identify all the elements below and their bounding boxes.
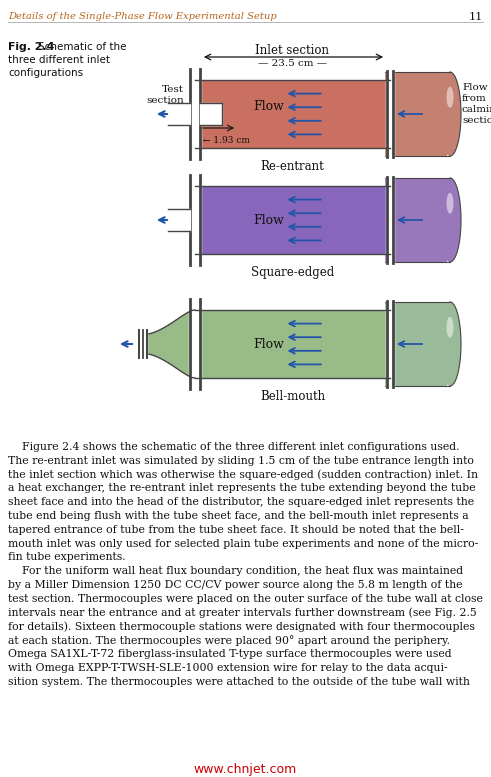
Text: tapered entrance of tube from the tube sheet face. It should be noted that the b: tapered entrance of tube from the tube s… — [8, 524, 464, 535]
Ellipse shape — [439, 72, 461, 156]
Ellipse shape — [446, 193, 454, 214]
Text: section: section — [462, 116, 491, 125]
Text: from: from — [462, 94, 487, 103]
Text: tube end being flush with the tube sheet face, and the bell-mouth inlet represen: tube end being flush with the tube sheet… — [8, 511, 468, 521]
Text: calming: calming — [462, 105, 491, 114]
Text: test section. Thermocouples were placed on the outer surface of the tube wall at: test section. Thermocouples were placed … — [8, 594, 483, 604]
Ellipse shape — [446, 87, 454, 108]
Text: for details). Sixteen thermocouple stations were designated with four thermocoup: for details). Sixteen thermocouple stati… — [8, 622, 475, 632]
Text: a heat exchanger, the re-entrant inlet represents the tube extending beyond the : a heat exchanger, the re-entrant inlet r… — [8, 483, 476, 493]
Text: Flow: Flow — [254, 337, 285, 350]
Text: sheet face and into the head of the distributor, the square-edged inlet represen: sheet face and into the head of the dist… — [8, 497, 474, 507]
Text: www.chnjet.com: www.chnjet.com — [194, 763, 297, 776]
FancyBboxPatch shape — [385, 302, 447, 386]
Text: Details of the Single-Phase Flow Experimental Setup: Details of the Single-Phase Flow Experim… — [8, 12, 277, 21]
Text: Flow: Flow — [462, 83, 488, 92]
Text: configurations: configurations — [8, 68, 83, 78]
Text: Re-entrant: Re-entrant — [261, 160, 325, 173]
Text: Bell-mouth: Bell-mouth — [260, 390, 325, 403]
Text: section: section — [146, 96, 184, 105]
Text: — 23.5 cm —: — 23.5 cm — — [258, 59, 327, 68]
Text: intervals near the entrance and at greater intervals further downstream (see Fig: intervals near the entrance and at great… — [8, 608, 477, 618]
FancyBboxPatch shape — [385, 178, 447, 262]
Ellipse shape — [439, 178, 461, 262]
Text: ← 1.93 cm: ← 1.93 cm — [203, 136, 250, 145]
FancyBboxPatch shape — [195, 80, 390, 148]
Ellipse shape — [439, 302, 461, 386]
Text: Fig. 2.4: Fig. 2.4 — [8, 42, 54, 52]
FancyBboxPatch shape — [195, 186, 390, 254]
Text: Schematic of the: Schematic of the — [38, 42, 127, 52]
Text: Test: Test — [162, 85, 184, 94]
Text: fin tube experiments.: fin tube experiments. — [8, 552, 126, 563]
Text: 11: 11 — [469, 12, 483, 22]
Text: Inlet section: Inlet section — [255, 44, 329, 57]
Text: mouth inlet was only used for selected plain tube experiments and none of the mi: mouth inlet was only used for selected p… — [8, 538, 478, 549]
Text: sition system. The thermocouples were attached to the outside of the tube wall w: sition system. The thermocouples were at… — [8, 677, 470, 687]
Polygon shape — [143, 310, 195, 378]
Text: Omega SA1XL-T-72 fiberglass-insulated T-type surface thermocouples were used: Omega SA1XL-T-72 fiberglass-insulated T-… — [8, 649, 452, 659]
Text: Flow: Flow — [254, 99, 285, 113]
FancyBboxPatch shape — [195, 310, 390, 378]
Text: with Omega EXPP-T-TWSH-SLE-1000 extension wire for relay to the data acqui-: with Omega EXPP-T-TWSH-SLE-1000 extensio… — [8, 663, 448, 673]
FancyBboxPatch shape — [385, 72, 447, 156]
Text: Square-edged: Square-edged — [251, 266, 334, 279]
Text: three different inlet: three different inlet — [8, 55, 110, 65]
Text: Figure 2.4 shows the schematic of the three different inlet configurations used.: Figure 2.4 shows the schematic of the th… — [8, 442, 460, 452]
Text: by a Miller Dimension 1250 DC CC/CV power source along the 5.8 m length of the: by a Miller Dimension 1250 DC CC/CV powe… — [8, 580, 463, 590]
Text: The re-entrant inlet was simulated by sliding 1.5 cm of the tube entrance length: The re-entrant inlet was simulated by sl… — [8, 456, 474, 465]
Text: Flow: Flow — [254, 214, 285, 227]
Ellipse shape — [446, 317, 454, 338]
Text: the inlet section which was otherwise the square-edged (sudden contraction) inle: the inlet section which was otherwise th… — [8, 469, 478, 480]
Text: For the uniform wall heat flux boundary condition, the heat flux was maintained: For the uniform wall heat flux boundary … — [8, 566, 463, 577]
Text: at each station. The thermocouples were placed 90° apart around the periphery.: at each station. The thermocouples were … — [8, 636, 450, 646]
